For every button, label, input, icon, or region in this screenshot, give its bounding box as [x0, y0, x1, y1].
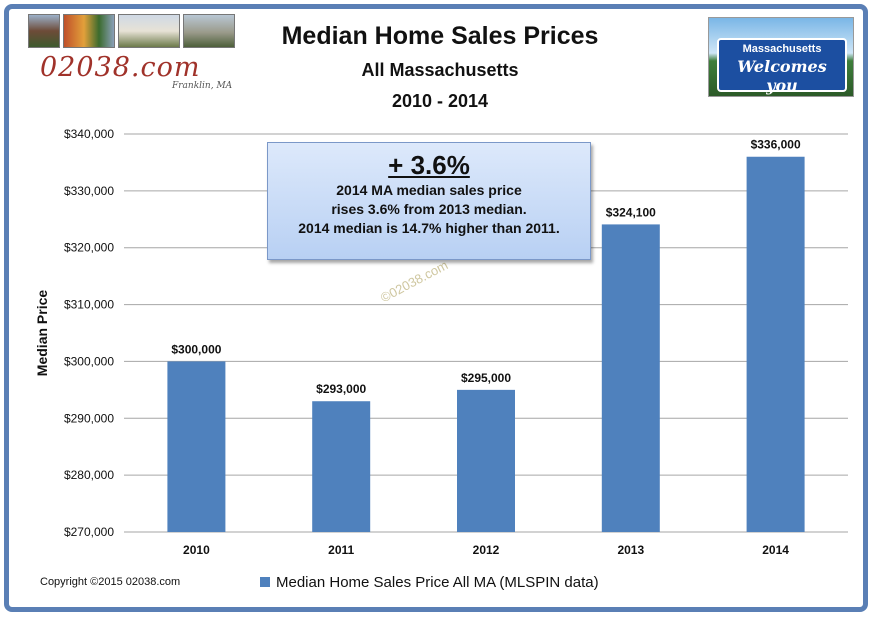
bar-2011 [312, 401, 371, 532]
y-tick-label: $270,000 [64, 525, 114, 539]
chart-year-range: 2010 - 2014 [391, 91, 489, 111]
autumn-tree-photo [63, 14, 115, 48]
y-tick-label: $310,000 [64, 298, 114, 312]
data-label-2011: $293,000 [316, 382, 366, 396]
bar-2010 [167, 361, 226, 532]
chart-title: Median Home Sales Prices [281, 22, 599, 50]
y-tick-label: $300,000 [64, 354, 114, 368]
x-tick-label: 2010 [183, 543, 210, 557]
site-logo: 02038.com [40, 52, 201, 83]
callout-box: + 3.6% 2014 MA median sales price rises … [267, 142, 591, 260]
bar-2012 [457, 389, 515, 532]
callout-line-1: 2014 MA median sales price [336, 182, 522, 198]
monument-photo [183, 14, 235, 48]
y-tick-label: $290,000 [64, 411, 114, 425]
chart-frame [4, 4, 868, 612]
site-logo-location: Franklin, MA [172, 81, 233, 91]
sign-line-2: Welcomes you [737, 57, 827, 95]
y-tick-label: $330,000 [64, 184, 114, 198]
x-tick-label: 2012 [473, 543, 500, 557]
sign-line-1: Massachusetts [742, 43, 822, 55]
y-tick-label: $280,000 [64, 468, 114, 482]
sign-board: Massachusetts Welcomes you [717, 38, 847, 95]
callout-line-3: 2014 median is 14.7% higher than 2011. [298, 220, 560, 236]
x-tick-label: 2014 [762, 543, 789, 557]
legend-label: Median Home Sales Price All MA (MLSPIN d… [276, 574, 599, 591]
x-tick-label: 2011 [328, 543, 354, 557]
data-label-2012: $295,000 [461, 371, 511, 385]
legend: Median Home Sales Price All MA (MLSPIN d… [260, 574, 599, 591]
house-photo [28, 14, 60, 48]
y-tick-label: $320,000 [64, 241, 114, 255]
legend-swatch [260, 577, 270, 587]
massachusetts-welcome-sign: Massachusetts Welcomes you [708, 17, 854, 97]
data-label-2013: $324,100 [606, 205, 656, 219]
header-photo-strip [28, 14, 236, 48]
callout-line-2: rises 3.6% from 2013 median. [331, 201, 527, 217]
y-tick-label: $340,000 [64, 127, 114, 141]
copyright-text: Copyright ©2015 02038.com [40, 576, 181, 588]
callout-headline: + 3.6% [388, 150, 470, 180]
town-hall-photo [118, 14, 180, 48]
x-tick-label: 2013 [617, 543, 644, 557]
y-axis-label: Median Price [34, 290, 50, 377]
data-label-2014: $336,000 [751, 138, 801, 152]
bar-2014 [746, 156, 805, 532]
bar-2013 [601, 224, 660, 532]
data-label-2010: $300,000 [171, 342, 221, 356]
chart-subtitle: All Massachusetts [361, 60, 519, 80]
